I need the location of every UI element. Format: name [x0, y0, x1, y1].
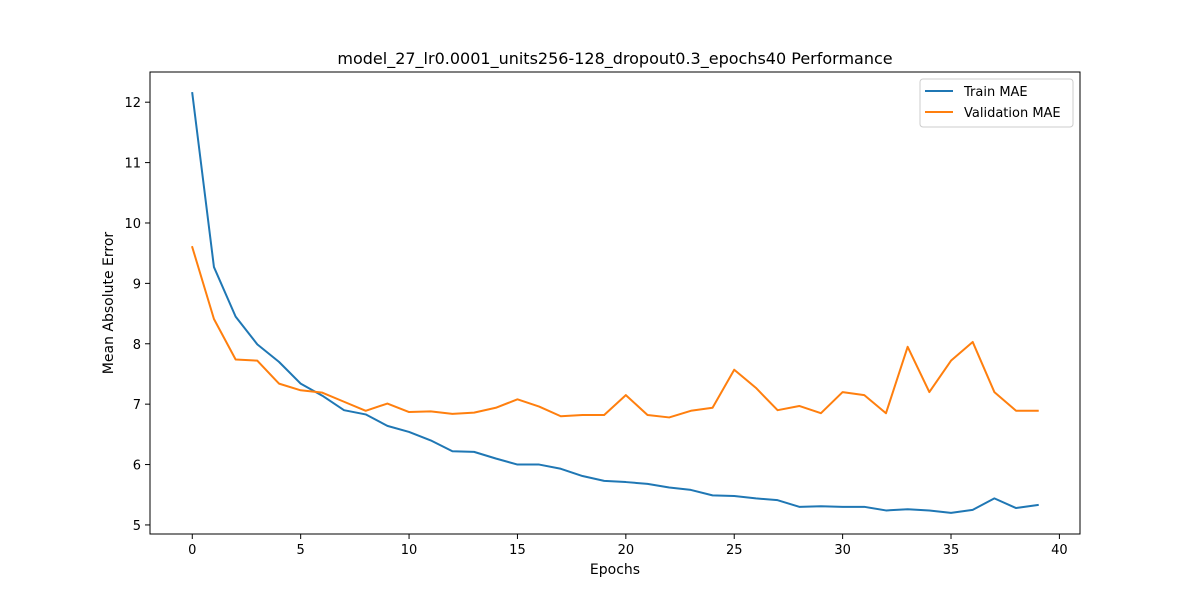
series-line-0 [191, 92, 1039, 514]
legend-label: Validation MAE [964, 106, 1061, 121]
y-axis: 5 6 7 8 9 10 11 12 [124, 96, 150, 534]
legend-box [919, 78, 1074, 128]
y-tick-label: 10 [124, 217, 141, 232]
x-tick-label: 5 [297, 543, 305, 558]
series-line-1 [191, 245, 1039, 419]
x-axis-label: Epochs [590, 562, 640, 578]
x-tick-label: 20 [618, 543, 635, 558]
x-axis: 0 5 10 15 20 25 30 35 40 [188, 534, 1068, 558]
x-tick-label: 30 [834, 543, 851, 558]
y-tick-label: 11 [124, 157, 141, 172]
x-tick-label: 35 [943, 543, 960, 558]
legend-label: Train MAE [963, 85, 1028, 100]
y-axis-label: Mean Absolute Error [101, 232, 117, 375]
y-tick-label: 8 [133, 338, 141, 353]
x-tick-label: 0 [188, 543, 196, 558]
x-tick-label: 10 [401, 543, 418, 558]
y-tick-label: 12 [124, 96, 141, 111]
series-layer [191, 92, 1039, 514]
x-tick-label: 15 [509, 543, 526, 558]
y-tick-label: 7 [133, 398, 141, 413]
legend: Train MAE Validation MAE [919, 78, 1074, 128]
x-tick-label: 40 [1051, 543, 1068, 558]
chart-title: model_27_lr0.0001_units256-128_dropout0.… [337, 49, 892, 69]
y-tick-label: 9 [133, 277, 141, 292]
plot-area [149, 71, 1081, 535]
x-tick-label: 25 [726, 543, 743, 558]
y-tick-label: 5 [133, 519, 141, 534]
y-tick-label: 6 [133, 459, 141, 474]
